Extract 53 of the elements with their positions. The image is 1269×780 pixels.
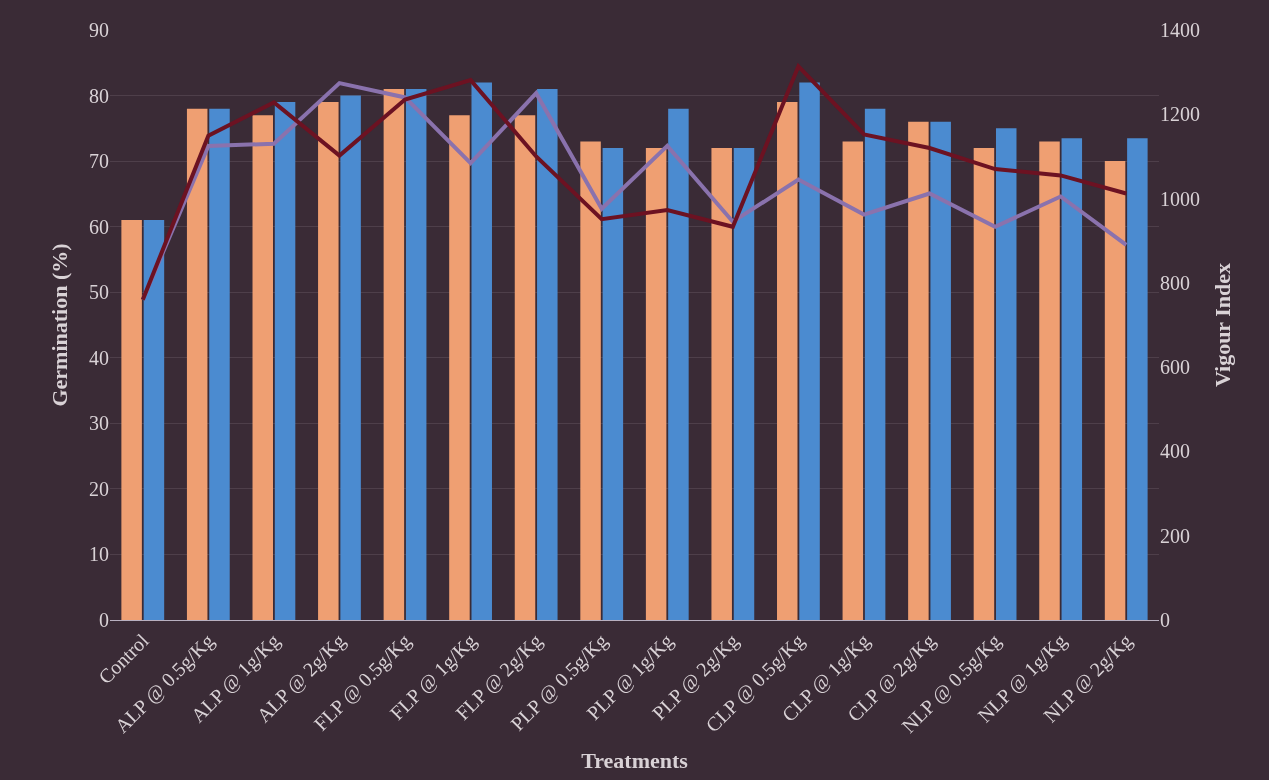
bar [799, 82, 820, 620]
y2-tick-label: 800 [1160, 271, 1190, 294]
bar [711, 148, 732, 620]
y2-tick-label: 1200 [1160, 103, 1200, 126]
y2-tick-label: 1000 [1160, 187, 1200, 210]
bar [580, 141, 601, 620]
bar [1127, 138, 1148, 620]
y2-axis-title: Vigour Index [1209, 262, 1235, 388]
y-tick-label: 90 [89, 19, 109, 41]
x-axis-title: Treatments [581, 747, 689, 773]
y-axis-title: Germination (%) [46, 243, 72, 407]
bar [908, 121, 929, 620]
y-tick-label: 40 [89, 346, 109, 369]
bar [645, 148, 667, 620]
bar [318, 102, 339, 620]
bar [602, 148, 624, 620]
bar [537, 89, 558, 620]
y-tick-label: 70 [89, 150, 109, 173]
bar [1061, 138, 1083, 620]
y2-tick-label: 600 [1160, 356, 1190, 379]
bar [274, 102, 296, 620]
bar [973, 148, 995, 620]
y2-tick-label: 1400 [1160, 19, 1200, 41]
bar [471, 82, 492, 620]
bar [383, 89, 405, 620]
bar [668, 108, 689, 620]
bar [733, 148, 755, 620]
bar [842, 141, 864, 620]
bar [995, 128, 1017, 620]
y-tick-label: 30 [89, 412, 109, 435]
y2-tick-label: 400 [1160, 440, 1190, 463]
y-tick-label: 20 [89, 477, 109, 500]
y2-tick-label: 0 [1160, 609, 1170, 631]
y-tick-label: 0 [99, 609, 109, 631]
bar [340, 95, 361, 620]
bar [209, 108, 230, 620]
bar [777, 102, 798, 620]
bar [186, 108, 208, 620]
bar [514, 115, 536, 620]
y-tick-label: 60 [89, 215, 109, 238]
y-tick-label: 50 [89, 281, 109, 304]
bar [121, 220, 142, 620]
bar [1039, 141, 1060, 620]
bar [930, 121, 951, 620]
bar [143, 220, 165, 620]
bar [864, 108, 886, 620]
bar [405, 89, 427, 620]
y-tick-label: 10 [89, 543, 109, 566]
bar [252, 115, 274, 620]
y2-tick-label: 200 [1160, 524, 1190, 547]
bar [449, 115, 470, 620]
y-tick-label: 80 [89, 84, 109, 107]
bar [1104, 161, 1126, 620]
